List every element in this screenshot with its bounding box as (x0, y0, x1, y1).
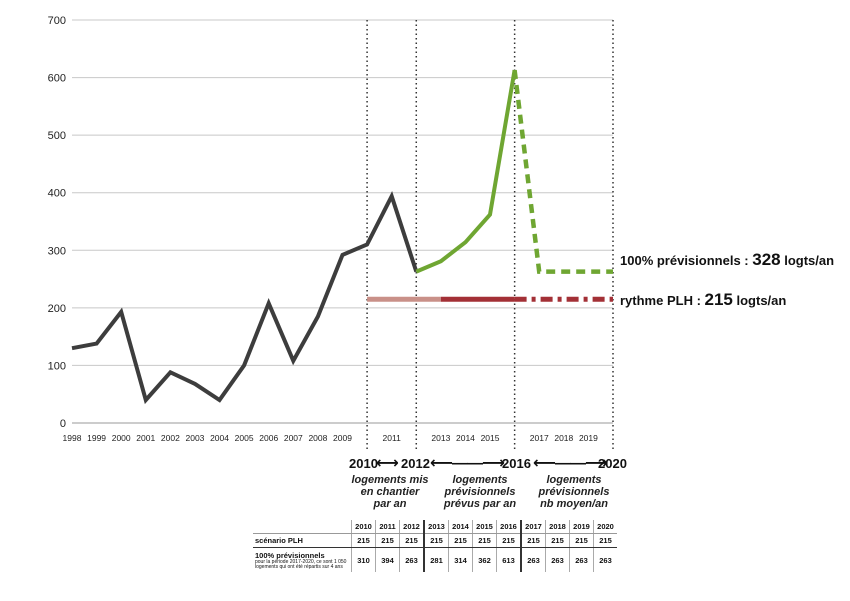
plh-cell: 215 (448, 533, 473, 548)
table-header-row: 2010 2011 2012 2013 2014 2015 2016 2017 … (253, 520, 617, 534)
year-2012: 2012 (399, 520, 424, 534)
prev-cell: 362 (472, 547, 497, 572)
x-tick-label: 2005 (235, 433, 254, 443)
year-2014: 2014 (448, 520, 473, 534)
y-tick-label: 100 (48, 360, 66, 372)
table-row-plh: scénario PLH 215 215 215 215 215 215 215… (253, 533, 617, 548)
y-tick-label: 400 (48, 188, 66, 200)
year-2010: 2010 (351, 520, 376, 534)
plh-cell: 215 (593, 533, 617, 548)
x-tick-label: 2000 (112, 433, 131, 443)
y-tick-label: 200 (48, 303, 66, 315)
plh-cell: 215 (472, 533, 497, 548)
x-tick-label: 1999 (87, 433, 106, 443)
period-description-1: logements mis en chantier par an (351, 474, 429, 510)
prev-cell: 310 (351, 547, 376, 572)
year-2011: 2011 (375, 520, 400, 534)
x-tick-label: 2001 (136, 433, 155, 443)
x-tick-label: 2006 (259, 433, 278, 443)
prev-cell: 281 (423, 547, 449, 572)
row-label-plh: scénario PLH (253, 533, 352, 548)
year-2016: 2016 (496, 520, 521, 534)
y-tick-label: 600 (48, 73, 66, 85)
period-description-3: logements prévisionnels nb moyen/an (538, 474, 610, 510)
x-tick-label: 2003 (185, 433, 204, 443)
y-tick-label: 500 (48, 130, 66, 142)
annotation-rythme-plh: rythme PLH : 215 logts/an (620, 290, 787, 309)
plh-cell: 215 (351, 533, 376, 548)
x-tick-label: 1998 (63, 433, 82, 443)
x-tick-label: 2014 (456, 433, 475, 443)
plh-cell: 215 (520, 533, 546, 548)
period-label-2012: 2012 (401, 456, 430, 471)
y-tick-label: 300 (48, 245, 66, 257)
x-tick-label: 2013 (431, 433, 450, 443)
year-2017: 2017 (520, 520, 546, 534)
year-2018: 2018 (545, 520, 570, 534)
table-row-previsionnels: 100% prévisionnels pour la période 2017-… (253, 547, 617, 573)
x-tick-label: 2007 (284, 433, 303, 443)
data-table: 2010 2011 2012 2013 2014 2015 2016 2017 … (253, 520, 617, 572)
period-arrow-1: ⟷ (376, 455, 399, 472)
prev-cell: 263 (569, 547, 594, 572)
x-tick-label: 2002 (161, 433, 180, 443)
prev-cell: 263 (520, 547, 546, 572)
period-arrow-3: ⟵――⟶ (533, 455, 608, 472)
period-arrow-2: ⟵――⟶ (430, 455, 505, 472)
year-2015: 2015 (472, 520, 497, 534)
period-label-2010: 2010 (349, 456, 378, 471)
y-tick-label: 0 (60, 418, 66, 430)
plh-cell: 215 (545, 533, 570, 548)
year-2019: 2019 (569, 520, 594, 534)
prev-cell: 613 (496, 547, 521, 572)
plh-cell: 215 (496, 533, 521, 548)
x-tick-label: 2015 (481, 433, 500, 443)
plh-cell: 215 (375, 533, 400, 548)
prev-cell: 314 (448, 547, 473, 572)
x-tick-label: 2017 (530, 433, 549, 443)
period-label-2020: 2020 (598, 456, 627, 471)
table-corner (253, 520, 352, 534)
plh-cell: 215 (399, 533, 424, 548)
prev-cell: 263 (399, 547, 424, 572)
series-line-solid-green (415, 69, 517, 274)
plh-cell: 215 (423, 533, 449, 548)
row-label-previsionnels: 100% prévisionnels pour la période 2017-… (253, 548, 352, 573)
x-tick-label: 2018 (554, 433, 573, 443)
plh-cell: 215 (569, 533, 594, 548)
row-sublabel: pour la période 2017-2020, ce sont 1 050… (255, 558, 347, 570)
prev-cell: 394 (375, 547, 400, 572)
series-line-solid-dark-gray (71, 190, 419, 405)
year-2020: 2020 (593, 520, 617, 534)
year-2013: 2013 (423, 520, 449, 534)
period-description-2: logements prévisionnels prévus par an (443, 474, 517, 510)
x-tick-label: 2004 (210, 433, 229, 443)
x-tick-label: 2011 (383, 433, 402, 443)
x-tick-label: 2009 (333, 433, 352, 443)
x-tick-label: 2008 (308, 433, 327, 443)
annotation-previsionnels: 100% prévisionnels : 328 logts/an (620, 250, 835, 269)
prev-cell: 263 (593, 547, 617, 572)
prev-cell: 263 (545, 547, 570, 572)
period-label-2016: 2016 (502, 456, 531, 471)
x-tick-label: 2019 (579, 433, 598, 443)
series-line-dashed-green (512, 69, 613, 274)
y-tick-label: 700 (48, 15, 66, 27)
